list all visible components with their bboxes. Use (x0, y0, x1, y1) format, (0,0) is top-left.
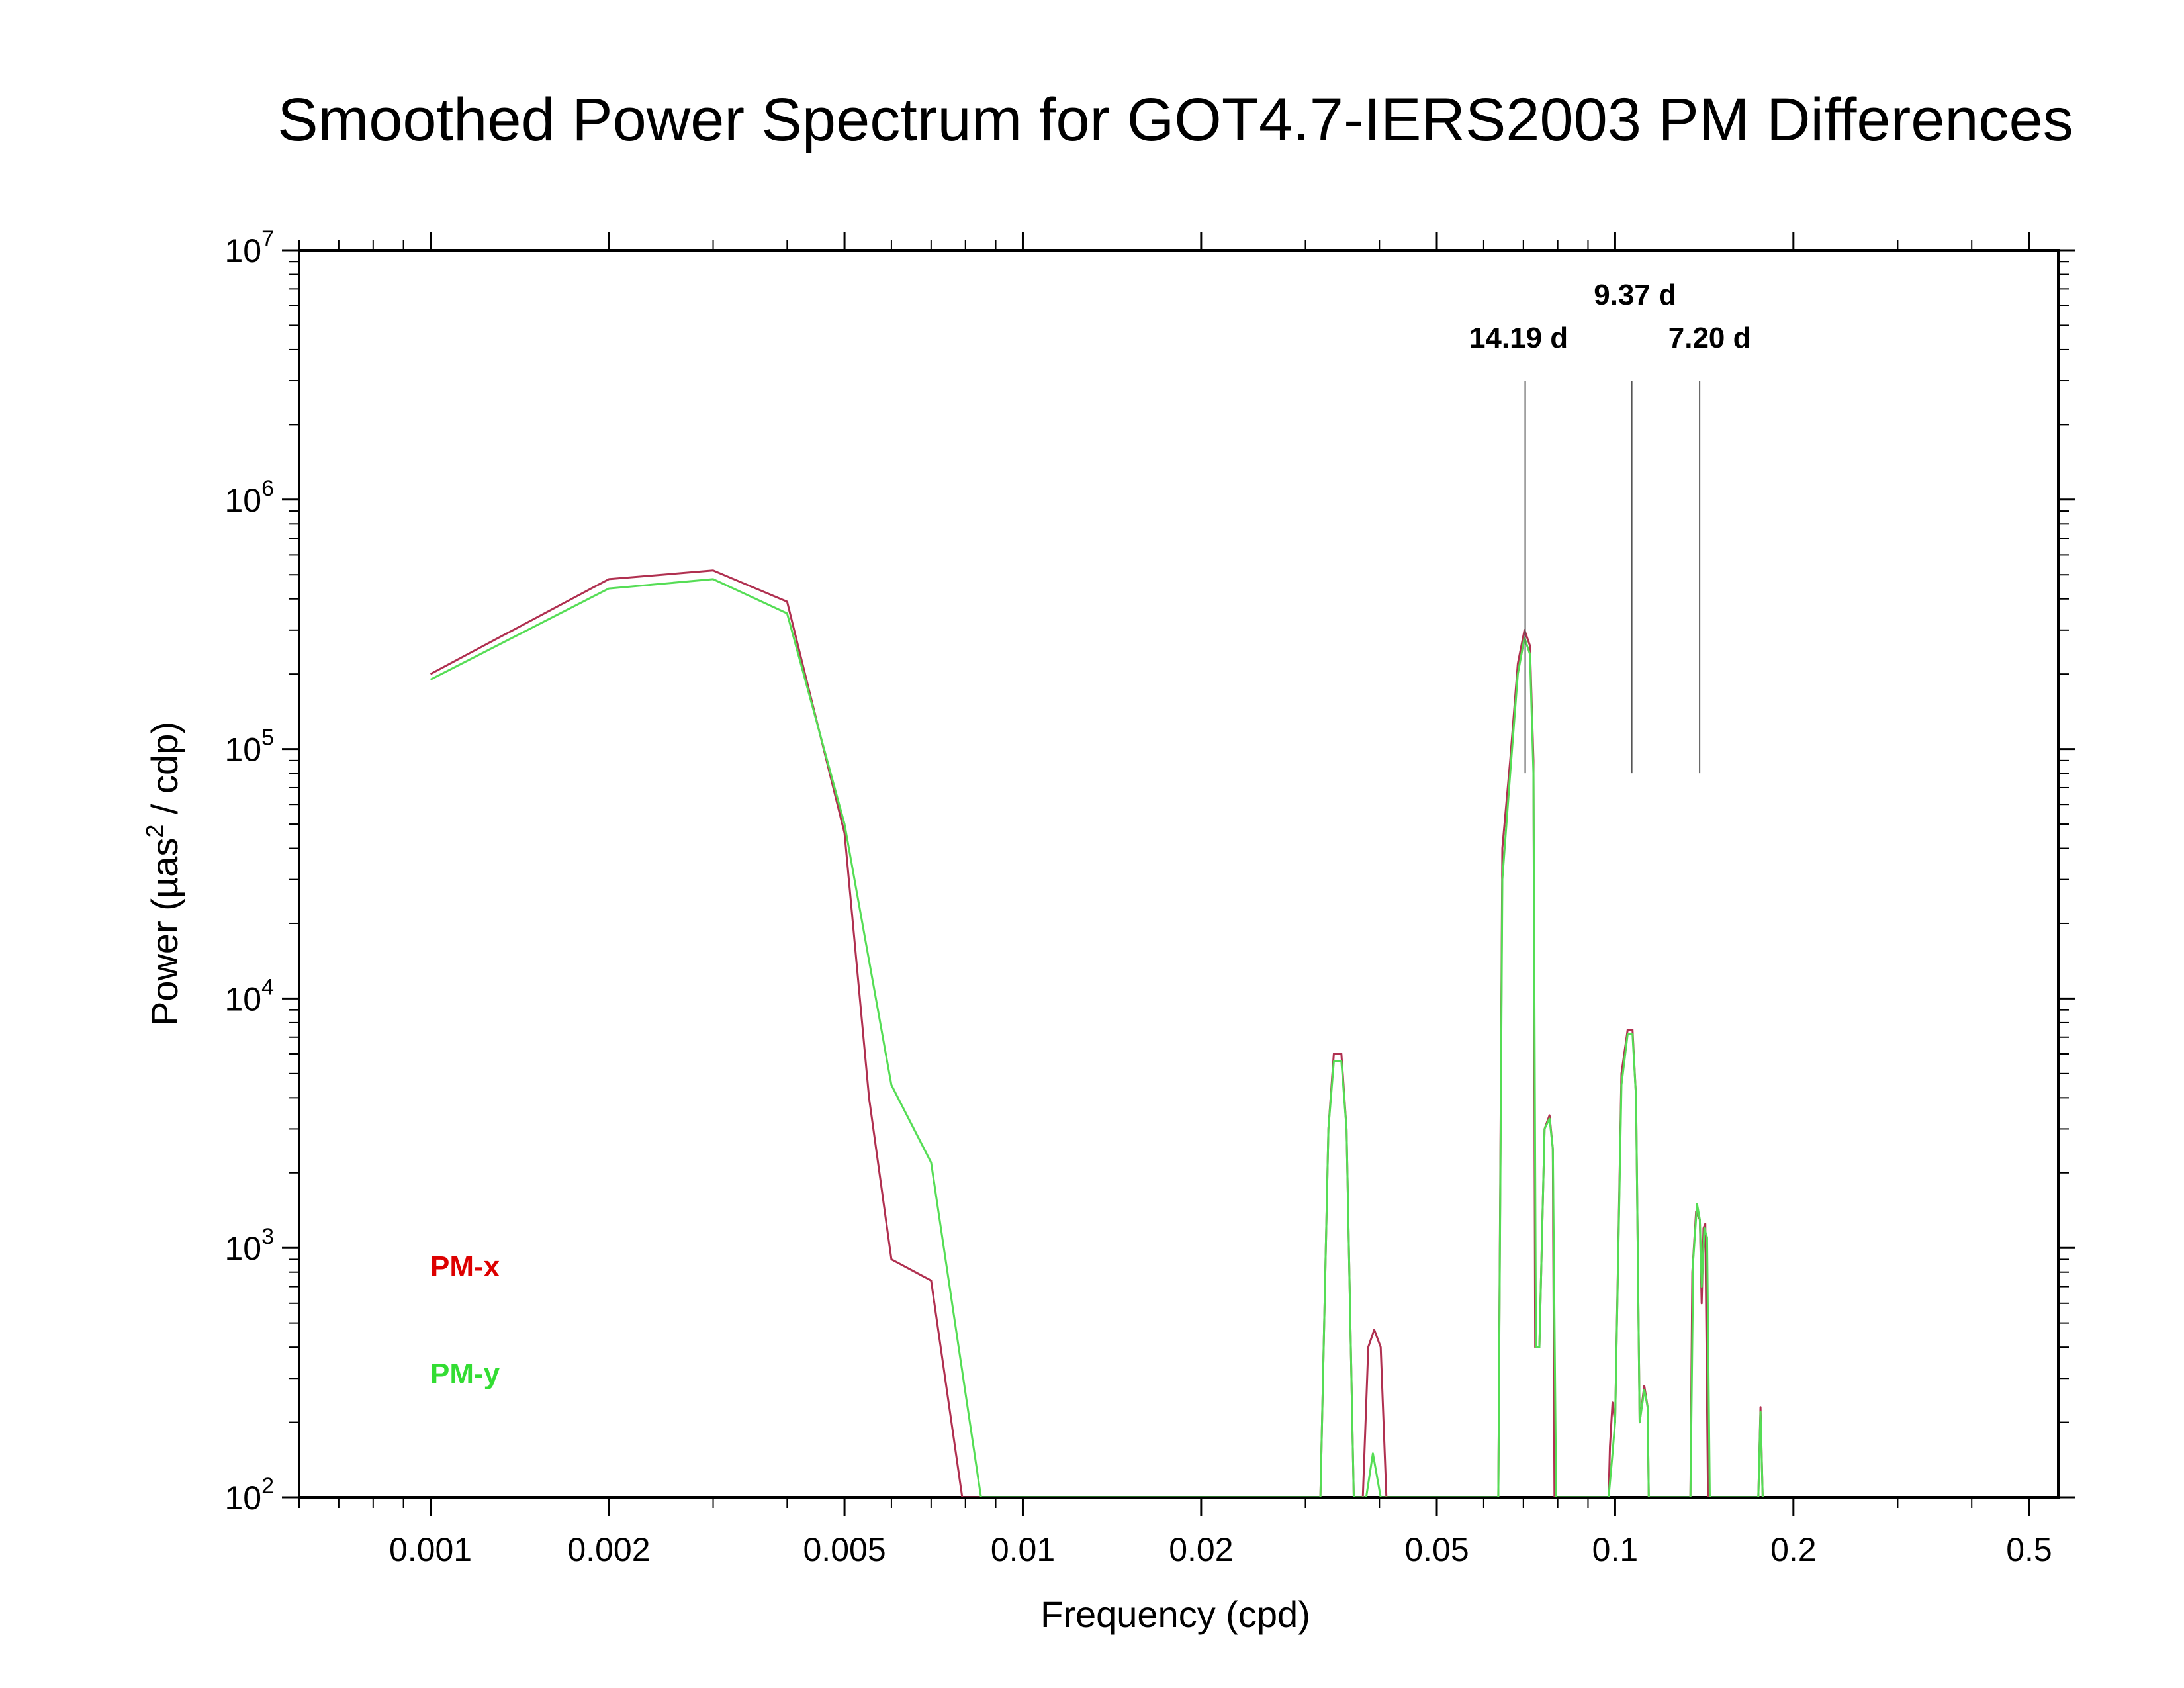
x-axis-ticks: 0.001 0.002 0.005 0.01 0.02 0.05 0.1 0.2 0.5 (298, 232, 2052, 1568)
annotation-label: 14.19 d (1469, 322, 1568, 354)
series-lines (430, 569, 1764, 1497)
x-tick-label: 0.5 (2006, 1531, 2052, 1568)
y-tick-label: 107 (224, 226, 274, 269)
y-tick-base: 10 (224, 482, 261, 519)
y-axis-label-prefix: Power (µas (144, 838, 185, 1026)
annotation-label: 7.20 d (1668, 322, 1751, 354)
y-tick-label: 102 (224, 1474, 274, 1517)
y-axis-label-superscript: 2 (141, 825, 168, 838)
y-tick-base: 10 (224, 232, 261, 269)
legend: PM-x PM-y (430, 1250, 500, 1390)
y-tick-exponent: 7 (261, 226, 274, 252)
y-tick-label: 104 (224, 974, 274, 1017)
x-tick-label: 0.1 (1592, 1531, 1639, 1568)
period-annotations: 14.19 d 9.37 d 7.20 d (1469, 279, 1751, 774)
x-tick-label: 0.002 (567, 1531, 650, 1568)
y-tick-label: 105 (224, 726, 274, 769)
x-tick-label: 0.01 (991, 1531, 1055, 1568)
series-line-pm-y (430, 578, 1764, 1497)
x-tick-label: 0.2 (1770, 1531, 1817, 1568)
x-axis-label: Frequency (cpd) (1040, 1593, 1310, 1635)
chart-title: Smoothed Power Spectrum for GOT4.7-IERS2… (277, 86, 2073, 154)
y-tick-exponent: 4 (261, 974, 274, 1000)
annotation-label: 9.37 d (1594, 279, 1676, 311)
y-tick-exponent: 3 (261, 1224, 274, 1249)
plot-border (298, 249, 2060, 1499)
plot-frame (298, 249, 2060, 1499)
y-axis-label-suffix: / cdp) (144, 722, 185, 825)
series-line-pm-x (430, 569, 1764, 1497)
y-tick-label: 103 (224, 1224, 274, 1267)
x-tick-label: 0.05 (1404, 1531, 1469, 1568)
legend-label-pm-x: PM-x (430, 1250, 500, 1283)
y-tick-base: 10 (224, 1479, 261, 1517)
y-axis-label: Power (µas2 / cdp) (141, 722, 185, 1026)
x-tick-label: 0.005 (803, 1531, 886, 1568)
y-tick-base: 10 (224, 731, 261, 769)
x-tick-label: 0.001 (389, 1531, 472, 1568)
x-tick-label: 0.02 (1169, 1531, 1233, 1568)
y-tick-exponent: 5 (261, 726, 274, 751)
y-tick-base: 10 (224, 980, 261, 1017)
legend-label-pm-y: PM-y (430, 1358, 500, 1390)
y-tick-label: 106 (224, 476, 274, 519)
y-tick-exponent: 6 (261, 476, 274, 501)
y-tick-base: 10 (224, 1230, 261, 1267)
y-tick-exponent: 2 (261, 1474, 274, 1499)
